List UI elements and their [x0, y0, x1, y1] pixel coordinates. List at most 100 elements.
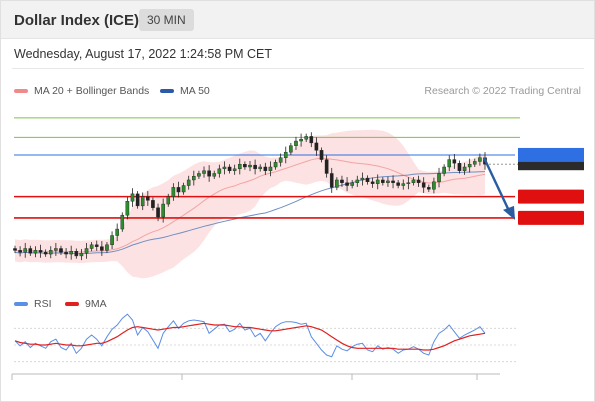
candle-body [268, 166, 273, 171]
candle-body [54, 248, 58, 251]
rsi-label: RSI [34, 298, 52, 310]
candle-body [401, 183, 406, 186]
candle-body [243, 164, 247, 168]
ma50-line [14, 171, 486, 255]
candle-body [115, 228, 119, 236]
candle-body [432, 181, 436, 190]
ma20-swatch [14, 89, 28, 93]
candle-body [462, 166, 467, 171]
candle-body [33, 250, 38, 254]
candle-body [192, 176, 196, 181]
bollinger-band-fill [15, 129, 485, 279]
candle-body [340, 179, 344, 183]
candle-body [18, 250, 22, 253]
ma20-label: MA 20 + Bollinger Bands [34, 85, 150, 97]
ma50-swatch [160, 89, 174, 93]
candle-body [278, 157, 283, 163]
ma50-label: MA 50 [180, 85, 210, 97]
legend-9ma: 9MA [65, 298, 107, 310]
level-tag-106.07 [518, 210, 584, 225]
candle-body [89, 244, 94, 249]
candle-body [151, 200, 155, 208]
candle-body [48, 250, 53, 255]
candle-body [411, 179, 416, 183]
candle-body [370, 181, 375, 184]
candle-body [381, 179, 385, 183]
instrument-title: Dollar Index (ICE) [14, 12, 140, 29]
candle-body [289, 145, 293, 153]
candle-body [161, 203, 165, 218]
candle-body [273, 162, 278, 168]
candle-body [100, 246, 104, 251]
candle-body [406, 182, 411, 184]
candle-body [386, 180, 390, 183]
candle-body [427, 187, 431, 190]
timeframe-badge[interactable]: 30 MIN [139, 9, 194, 31]
rsi-line [14, 313, 486, 358]
candle-body [69, 251, 73, 255]
candle-body [360, 177, 365, 181]
candle-body [130, 193, 135, 202]
rsi-swatch [14, 302, 28, 306]
candle-body [299, 138, 303, 142]
forecast-arrow-shaft [482, 157, 512, 214]
candle-body [375, 179, 380, 184]
candle-body [314, 142, 319, 151]
candle-body [365, 177, 370, 183]
candle-body [146, 196, 150, 201]
candle-body [329, 173, 334, 188]
candle-body [23, 248, 28, 253]
candle-body [391, 180, 395, 183]
candle-body [304, 136, 308, 140]
candle-body [319, 150, 324, 160]
candle-body [176, 187, 181, 193]
candle-body [227, 166, 232, 171]
candle-body [171, 187, 176, 197]
candle-body [232, 168, 237, 171]
candle-body [166, 196, 171, 205]
candle-body [472, 161, 477, 165]
candle-body [105, 244, 109, 251]
candle-body [38, 250, 43, 253]
candle-body [396, 182, 400, 186]
candle-body [447, 159, 452, 168]
candle-body [94, 244, 99, 247]
candle-body [207, 170, 211, 177]
candle-body [84, 248, 89, 254]
ma9-swatch [65, 302, 79, 306]
candle-body [309, 136, 314, 144]
candle-body [416, 179, 421, 183]
legend-ma50: MA 50 [160, 85, 210, 97]
candle-body [442, 166, 446, 174]
candle-body [140, 196, 145, 207]
pivot-tag [518, 147, 584, 162]
candle-body [335, 179, 339, 188]
ma9-label: 9MA [85, 298, 107, 310]
candle-body [74, 251, 79, 257]
candle-body [478, 157, 482, 162]
candle-body [345, 182, 349, 186]
candle-body [135, 193, 140, 207]
legend-rsi: RSI [14, 298, 52, 310]
candle-body [181, 185, 186, 193]
candle-body [457, 163, 462, 171]
level-tag-106.30 [518, 189, 584, 204]
candle-body [64, 252, 68, 255]
timestamp: Wednesday, August 17, 2022 1:24:58 PM CE… [14, 47, 273, 61]
candle-body [437, 173, 441, 183]
candle-body [43, 252, 48, 255]
candle-body [350, 182, 354, 186]
legend-ma20: MA 20 + Bollinger Bands [14, 85, 149, 97]
candle-body [294, 140, 298, 146]
candle-body [110, 235, 114, 245]
candle-body [79, 252, 84, 257]
candle-body [324, 159, 329, 174]
candle-body [217, 168, 222, 174]
candle-body [258, 166, 263, 170]
candle-body [355, 179, 360, 183]
candle-body [212, 173, 217, 177]
candle-body [59, 248, 63, 253]
candle-body [202, 170, 206, 174]
rsi-ma-line [14, 322, 486, 351]
